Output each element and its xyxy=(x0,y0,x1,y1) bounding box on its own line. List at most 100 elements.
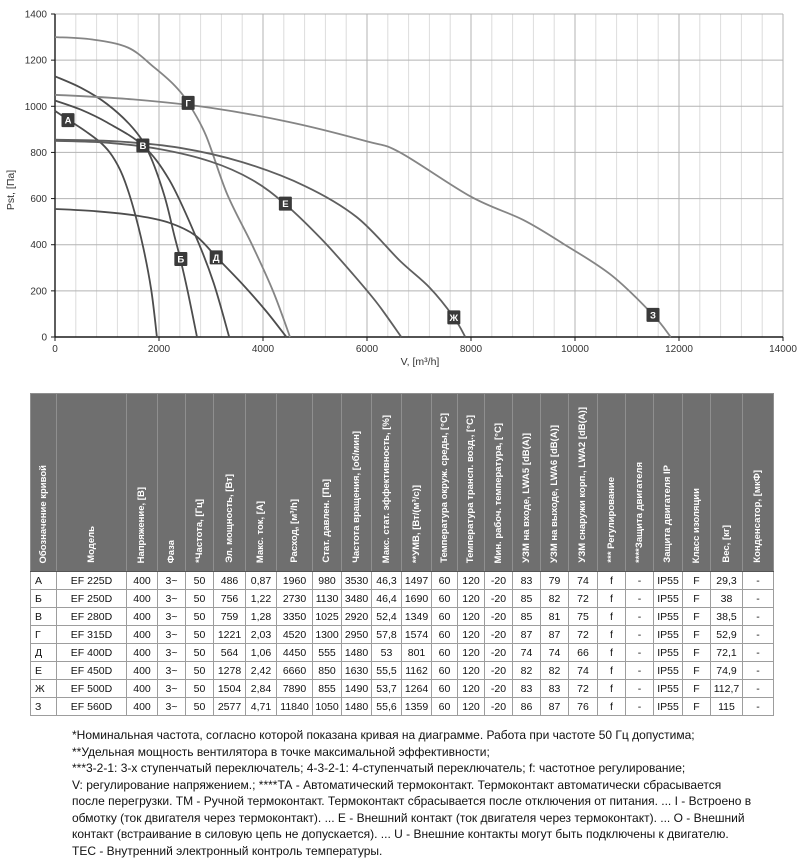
value-cell: - xyxy=(625,571,654,590)
value-cell: f xyxy=(597,697,626,716)
curve-label-Г: Г xyxy=(181,95,195,110)
value-cell: 29,3 xyxy=(710,571,743,590)
value-cell: 50 xyxy=(185,607,214,626)
column-header-label: Эл. мощность, [Вт] xyxy=(224,474,235,563)
value-cell: IP55 xyxy=(653,643,683,662)
column-header-1: Модель xyxy=(56,393,127,572)
column-header-20: Защита двигателя IP xyxy=(653,393,683,572)
chart-axes: 0 2000 4000 6000 8000 10000 12000 14000 0 200 400 6… xyxy=(5,10,797,369)
value-cell: 1490 xyxy=(341,679,372,698)
value-cell: 759 xyxy=(213,607,246,626)
model-cell: EF 500D xyxy=(56,679,127,698)
value-cell: - xyxy=(625,679,654,698)
value-cell: IP55 xyxy=(653,679,683,698)
column-header-label: УЗМ на выходе, LWA6 [dB(A)] xyxy=(549,424,560,563)
value-cell: 850 xyxy=(312,661,342,680)
value-cell: 3530 xyxy=(341,571,372,590)
value-cell: 555 xyxy=(312,643,342,662)
y-tick-label: 800 xyxy=(30,148,47,159)
svg-text:З: З xyxy=(650,310,656,321)
model-cell: EF 560D xyxy=(56,697,127,716)
value-cell: IP55 xyxy=(653,661,683,680)
value-cell: 46,4 xyxy=(371,589,402,608)
value-cell: 82 xyxy=(540,661,569,680)
value-cell: 486 xyxy=(213,571,246,590)
value-cell: 87 xyxy=(540,625,569,644)
value-cell: 564 xyxy=(213,643,246,662)
value-cell: 72,1 xyxy=(710,643,743,662)
curve-letter-cell: Е xyxy=(30,661,57,680)
value-cell: F xyxy=(682,589,711,608)
column-header-7: Расход, [м³/h] xyxy=(276,393,313,572)
column-header-label: Частота вращения, [об/мин] xyxy=(351,431,362,563)
value-cell: 53,7 xyxy=(371,679,402,698)
value-cell: 55,5 xyxy=(371,661,402,680)
footnote-2: **Удельная мощность вентилятора в точке … xyxy=(72,744,490,759)
curve-label-Е: Е xyxy=(278,196,292,211)
curve-label-З: З xyxy=(646,307,660,322)
value-cell: 400 xyxy=(126,643,158,662)
column-header-0: Обозначение кривой xyxy=(30,393,57,572)
column-header-label: Фаза xyxy=(166,539,177,563)
value-cell: 86 xyxy=(512,697,541,716)
column-header-15: УЗМ на входе, LWA5 [dB(A)] xyxy=(512,393,541,572)
curve-А xyxy=(54,110,158,338)
value-cell: 79 xyxy=(540,571,569,590)
curve-letter-cell: В xyxy=(30,607,57,626)
curve-label-Ж: Ж xyxy=(447,310,461,325)
value-cell: - xyxy=(742,661,774,680)
table-row: А EF 225D 400 3~ 50 486 0,87 1960 980 3530 46,3 149… xyxy=(30,571,774,590)
column-header-label: Класс изоляции xyxy=(691,487,702,563)
x-tick-label: 4000 xyxy=(252,344,275,355)
value-cell: IP55 xyxy=(653,625,683,644)
value-cell: 87 xyxy=(512,625,541,644)
column-header-6: Макс. ток, [А] xyxy=(245,393,277,572)
value-cell: 1300 xyxy=(312,625,342,644)
value-cell: 1480 xyxy=(341,643,372,662)
column-header-label: Мин. рабоч. температура, [°C] xyxy=(493,422,504,563)
value-cell: 74,9 xyxy=(710,661,743,680)
column-header-label: УЗМ на входе, LWA5 [dB(A)] xyxy=(521,433,532,563)
value-cell: 120 xyxy=(457,697,485,716)
value-cell: 2577 xyxy=(213,697,246,716)
value-cell: 4450 xyxy=(276,643,313,662)
value-cell: 801 xyxy=(401,643,432,662)
value-cell: 85 xyxy=(512,607,541,626)
table-row: Г EF 315D 400 3~ 50 1221 2,03 4520 1300 2950 57,8 1… xyxy=(30,625,774,644)
value-cell: - xyxy=(625,661,654,680)
svg-text:Г: Г xyxy=(185,98,191,109)
curve-letter-cell: Ж xyxy=(30,679,57,698)
column-header-2: Напряжение, [В] xyxy=(126,393,158,572)
column-header-label: Макс. стат. эффективность, [%] xyxy=(381,414,392,563)
curve-З xyxy=(54,93,672,338)
value-cell: F xyxy=(682,697,711,716)
column-header-3: Фаза xyxy=(157,393,186,572)
value-cell: 2,42 xyxy=(245,661,277,680)
value-cell: - xyxy=(625,625,654,644)
value-cell: 60 xyxy=(431,571,458,590)
model-cell: EF 225D xyxy=(56,571,127,590)
svg-text:Ж: Ж xyxy=(449,313,459,324)
x-tick-label: 8000 xyxy=(460,344,483,355)
value-cell: -20 xyxy=(484,679,513,698)
value-cell: f xyxy=(597,625,626,644)
value-cell: 1,06 xyxy=(245,643,277,662)
value-cell: 82 xyxy=(512,661,541,680)
curve-label-Д: Д xyxy=(209,250,223,265)
value-cell: 83 xyxy=(512,679,541,698)
column-header-label: Напряжение, [В] xyxy=(137,486,147,563)
curve-letter-cell: Б xyxy=(30,589,57,608)
column-header-11: **УМВ, [Вт/(м³/с)] xyxy=(401,393,432,572)
y-tick-label: 1000 xyxy=(25,102,48,113)
value-cell: 57,8 xyxy=(371,625,402,644)
value-cell: - xyxy=(742,625,774,644)
column-header-17: УЗМ снаружи корп., LWA2 [dB(A)] xyxy=(568,393,598,572)
column-header-label: Вес, [кг] xyxy=(721,525,732,563)
value-cell: 1480 xyxy=(341,697,372,716)
y-tick-label: 0 xyxy=(41,333,47,344)
value-cell: 60 xyxy=(431,643,458,662)
value-cell: 1960 xyxy=(276,571,313,590)
x-tick-label: 14000 xyxy=(769,344,797,355)
value-cell: -20 xyxy=(484,625,513,644)
value-cell: IP55 xyxy=(653,571,683,590)
